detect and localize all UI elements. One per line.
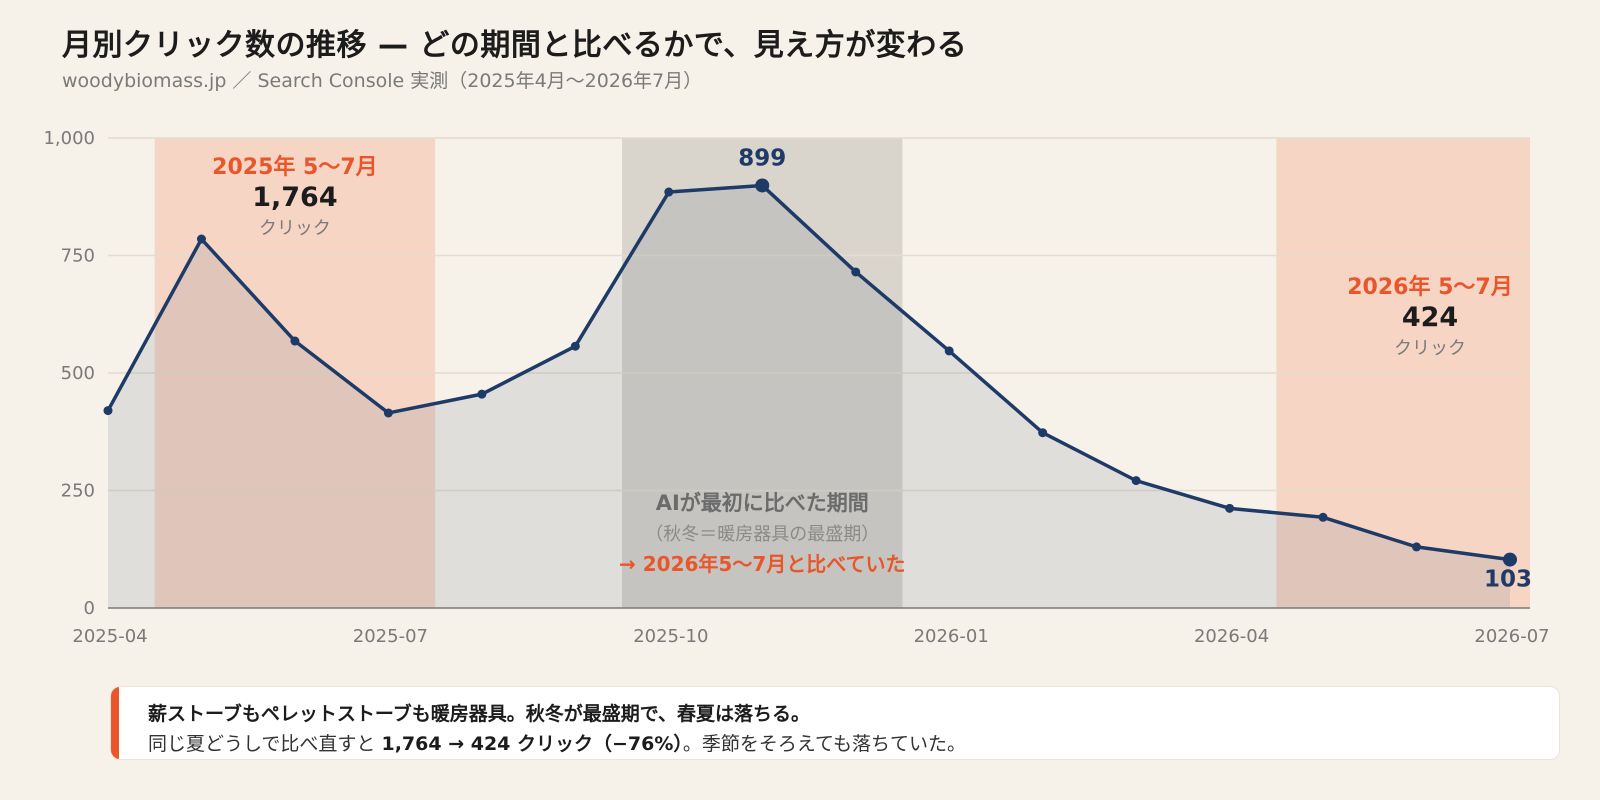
y-tick-label: 750 [61, 246, 95, 267]
data-point [477, 389, 487, 399]
ai-period-label: AIが最初に比べた期間 [656, 491, 869, 515]
chart-title: 月別クリック数の推移 — どの期間と比べるかで、見え方が変わる [62, 28, 968, 63]
y-tick-label: 500 [61, 363, 95, 384]
data-point [1318, 512, 1328, 522]
data-point [1503, 552, 1517, 567]
data-point [1131, 476, 1141, 486]
data-point [1225, 503, 1235, 513]
band-2026-value: 424 [1402, 302, 1458, 333]
insight-note: 薪ストーブもペレットストーブも暖房器具。秋冬が最盛期で、春夏は落ちる。 同じ夏ど… [110, 686, 1560, 760]
series-line [106, 183, 1511, 562]
band-2025-label: 2025年 5〜7月 [212, 154, 378, 180]
data-point [851, 267, 861, 277]
note-detail-post: 。季節をそろえても落ちていた。 [682, 733, 967, 755]
ai-period-sub: （秋冬＝暖房器具の最盛期） [645, 524, 879, 545]
note-detail: 同じ夏どうしで比べ直すと 1,764 → 424 クリック（−76%）。季節をそ… [148, 729, 966, 756]
band-2025-value: 1,764 [252, 182, 337, 213]
band-2026-label: 2026年 5〜7月 [1347, 274, 1513, 300]
data-point [755, 178, 770, 193]
x-tick-label: 2026-04 [1194, 626, 1269, 647]
data-point [664, 187, 674, 197]
x-tick-label: 2026-07 [1474, 626, 1549, 647]
x-tick-label: 2025-10 [633, 626, 708, 647]
end-value-label: 103 [1484, 567, 1532, 593]
band-2025-unit: クリック [259, 218, 331, 239]
x-tick-label: 2026-01 [914, 626, 989, 647]
area-fill [108, 185, 1510, 608]
ai-period-note: → 2026年5〜7月と比べていた [619, 552, 905, 576]
data-point [570, 341, 580, 351]
peak-value-label: 899 [738, 145, 786, 171]
note-detail-figure: 1,764 → 424 クリック（−76%） [381, 733, 683, 755]
note-detail-pre: 同じ夏どうしで比べ直すと [148, 733, 376, 755]
y-tick-label: 0 [84, 598, 95, 619]
band-2026-unit: クリック [1394, 338, 1466, 359]
chart-subtitle: woodybiomass.jp ／ Search Console 実測（2025… [62, 70, 703, 92]
clicks-chart: 0 250 500 750 1,000 2025-04 2025-07 2025-10 2026… [43, 128, 1549, 647]
x-tick-label: 2025-07 [353, 626, 428, 647]
x-tick-label: 2025-04 [72, 626, 147, 647]
note-headline: 薪ストーブもペレットストーブも暖房器具。秋冬が最盛期で、春夏は落ちる。 [148, 703, 810, 725]
y-tick-label: 1,000 [43, 128, 95, 149]
data-point [944, 346, 954, 356]
y-tick-label: 250 [61, 481, 95, 502]
data-point [290, 336, 300, 346]
data-point [1038, 428, 1048, 438]
data-point [196, 234, 206, 244]
data-point [383, 408, 393, 418]
note-accent-bar [111, 687, 119, 759]
data-point [1412, 542, 1422, 552]
data-point [103, 406, 113, 416]
